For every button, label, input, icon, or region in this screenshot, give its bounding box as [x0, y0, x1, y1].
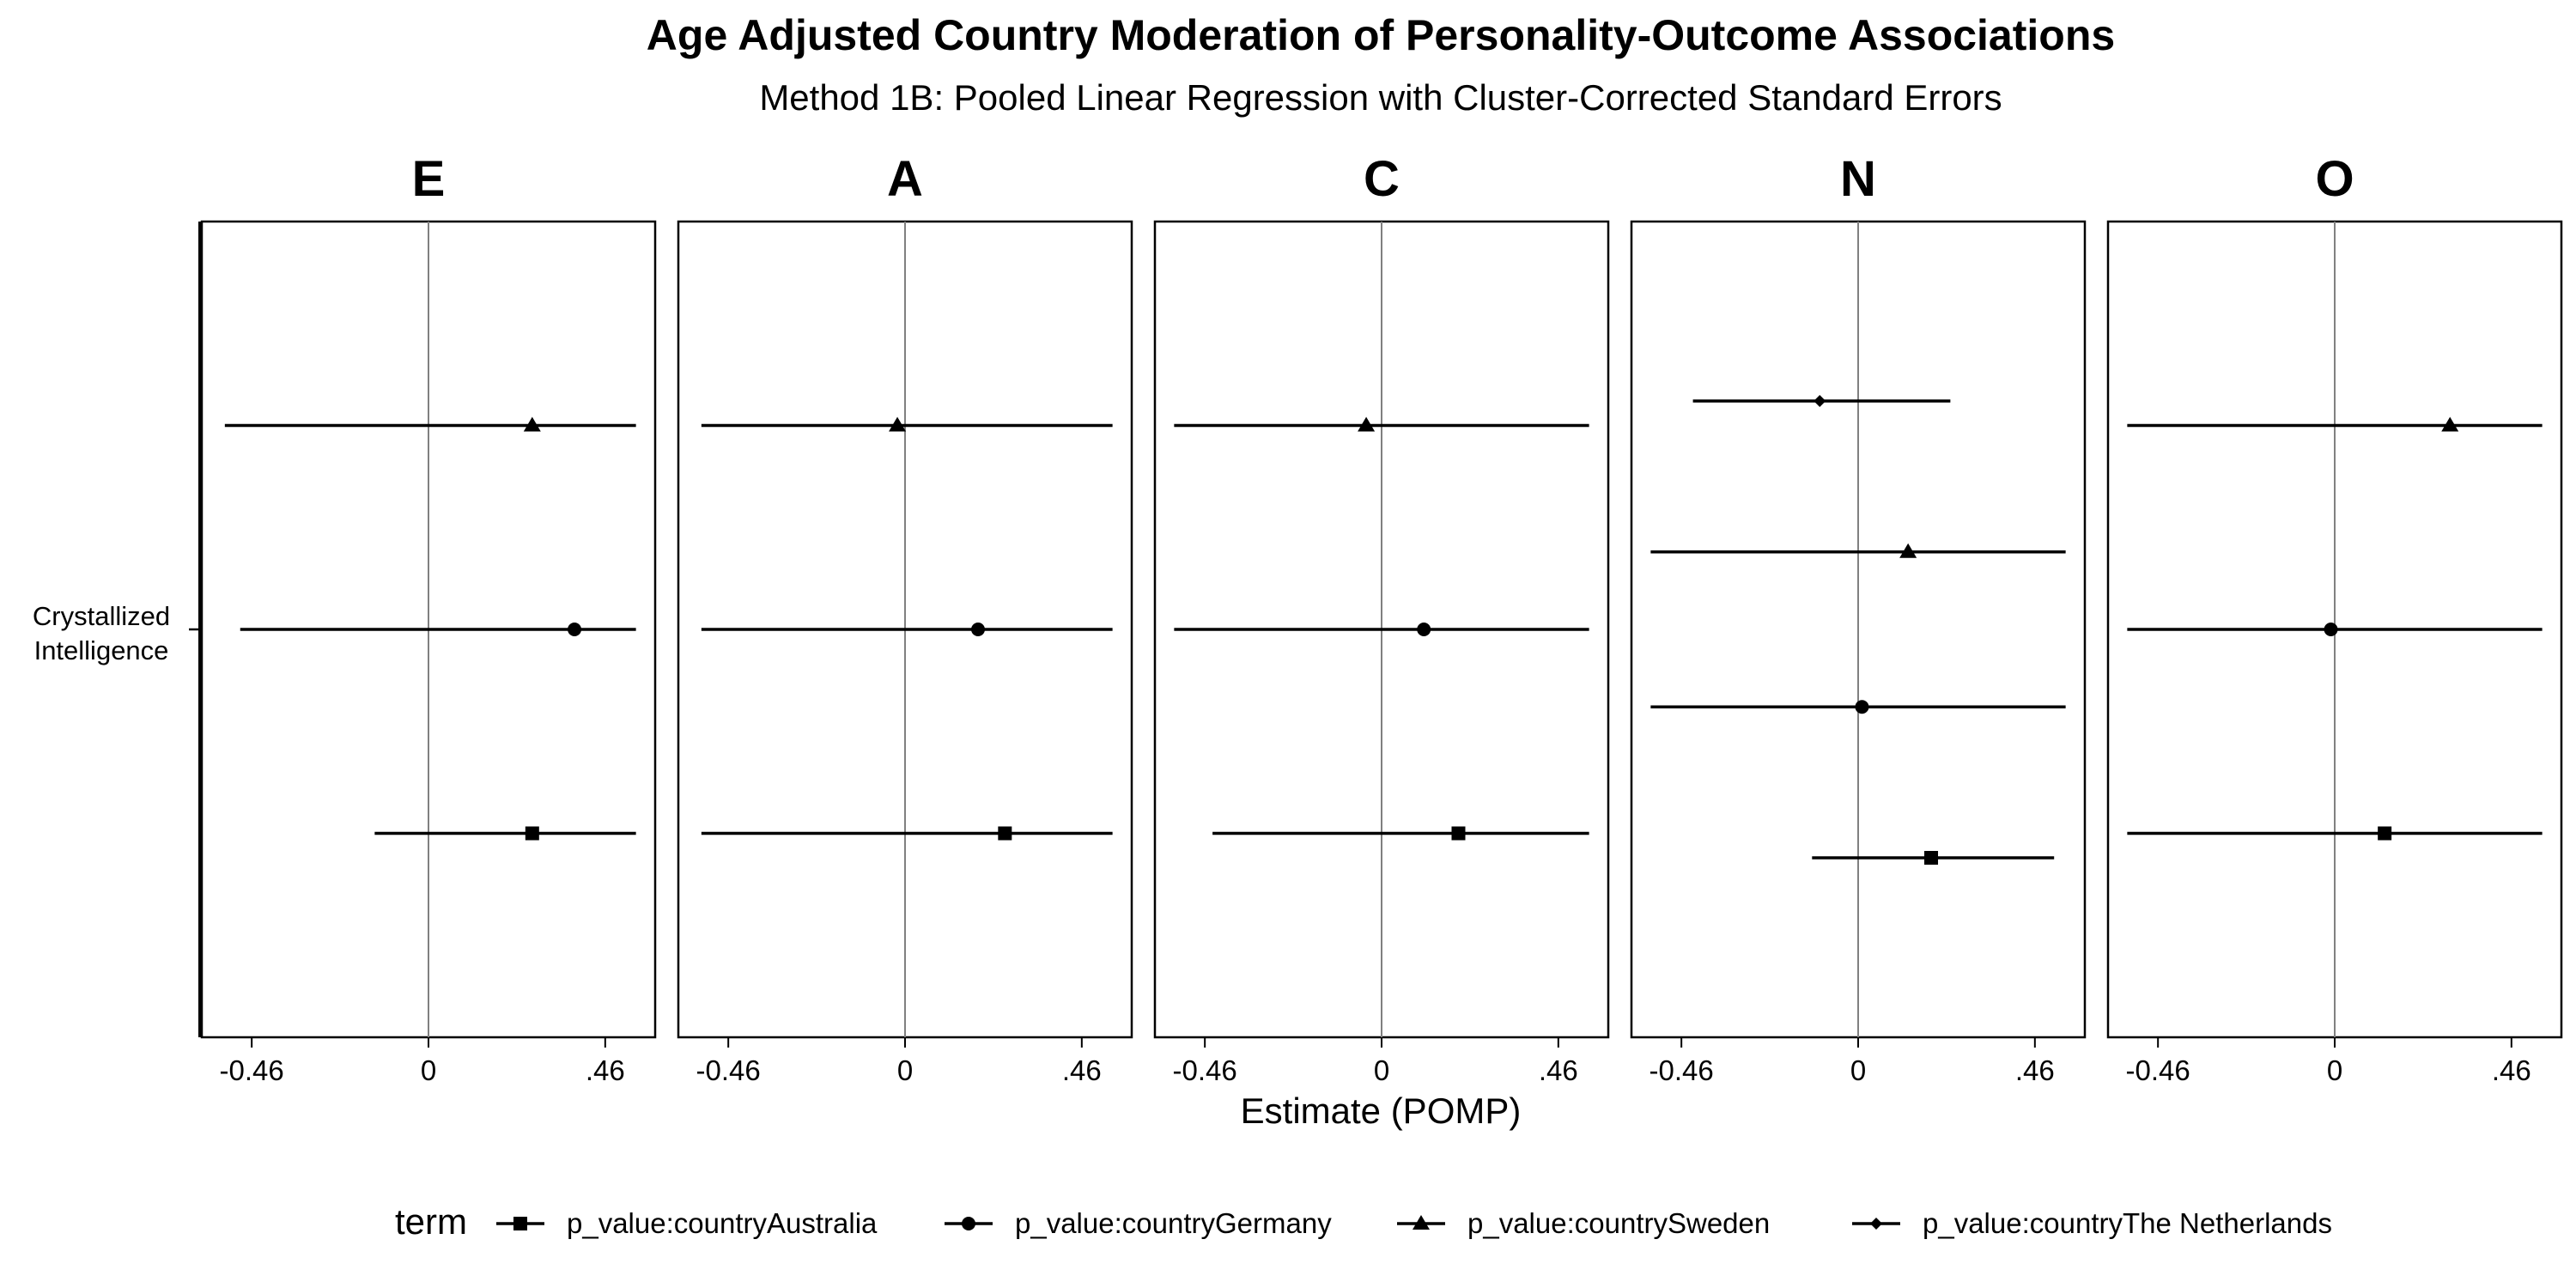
- y-category-label-line1: Crystallized: [33, 601, 170, 631]
- legend-title: term: [395, 1201, 467, 1242]
- estimate-sweden-point: [1358, 416, 1376, 432]
- facet-strip-label: N: [1840, 151, 1876, 207]
- legend-item-label: p_value:countryGermany: [1015, 1207, 1332, 1239]
- legend: term p_value:countryAustralia p_value:cou…: [395, 1201, 2332, 1242]
- facet-panel-a: A -0.46 0 .46: [677, 151, 1133, 1086]
- estimate-sweden-point: [2441, 416, 2459, 432]
- x-tick-label: .46: [1539, 1054, 1578, 1086]
- legend-triangle-marker: [1413, 1215, 1430, 1230]
- facet-strip-label: A: [887, 151, 923, 207]
- legend-circle-marker: [962, 1217, 975, 1230]
- x-tick-label: 0: [1850, 1054, 1866, 1086]
- facet-strip-label: O: [2315, 151, 2354, 207]
- x-tick-label: -0.46: [696, 1054, 761, 1086]
- x-tick-label: -0.46: [220, 1054, 284, 1086]
- estimate-germany-point: [1855, 700, 1869, 714]
- chart-title: Age Adjusted Country Moderation of Perso…: [647, 11, 2115, 59]
- estimate-australia-point: [1451, 826, 1466, 841]
- facet-panel-o: O -0.46 0 .46: [2106, 151, 2563, 1086]
- estimate-the-netherlands-point: [1814, 395, 1826, 407]
- chart-subtitle: Method 1B: Pooled Linear Regression with…: [759, 77, 2002, 118]
- estimate-sweden-point: [889, 416, 907, 432]
- legend-item-label: p_value:countrySweden: [1467, 1207, 1770, 1239]
- legend-item-label: p_value:countryThe Netherlands: [1923, 1207, 2332, 1239]
- estimate-australia-point: [1924, 851, 1939, 865]
- estimate-germany-point: [1417, 623, 1431, 636]
- x-tick-label: 0: [2327, 1054, 2342, 1086]
- legend-square-marker: [513, 1217, 527, 1230]
- legend-item-australia: p_value:countryAustralia: [496, 1207, 878, 1239]
- y-category-label-line2: Intelligence: [34, 635, 169, 665]
- x-tick-label: -0.46: [1649, 1054, 1714, 1086]
- x-tick-label: .46: [2492, 1054, 2531, 1086]
- estimate-germany-point: [971, 623, 986, 636]
- facet-strip-label: E: [412, 151, 446, 207]
- facet-panels: E -0.46 0 .46 A -0.46 0 .46 C -0.46 0 .46 N -0.46 0 .46…: [189, 151, 2563, 1086]
- estimate-sweden-point: [1899, 543, 1917, 558]
- x-tick-label: .46: [586, 1054, 625, 1086]
- facet-panel-e: E -0.46 0 .46: [200, 151, 657, 1086]
- facet-panel-c: C -0.46 0 .46: [1153, 151, 1610, 1086]
- facet-panel-n: N -0.46 0 .46: [1630, 151, 2087, 1086]
- estimate-germany-point: [2324, 623, 2338, 636]
- x-tick-label: 0: [1374, 1054, 1389, 1086]
- legend-item-sweden: p_value:countrySweden: [1397, 1207, 1770, 1239]
- estimate-australia-point: [525, 826, 539, 841]
- x-axis-label: Estimate (POMP): [1241, 1091, 1522, 1131]
- estimate-germany-point: [568, 623, 582, 636]
- x-tick-label: 0: [421, 1054, 436, 1086]
- x-tick-label: -0.46: [2126, 1054, 2190, 1086]
- estimate-australia-point: [2378, 826, 2392, 841]
- legend-item-germany: p_value:countryGermany: [945, 1207, 1332, 1239]
- x-tick-label: -0.46: [1173, 1054, 1237, 1086]
- x-tick-label: .46: [2015, 1054, 2055, 1086]
- estimate-sweden-point: [523, 416, 541, 432]
- x-tick-label: .46: [1062, 1054, 1102, 1086]
- facet-strip-label: C: [1364, 151, 1400, 207]
- legend-diamond-marker: [1870, 1218, 1882, 1230]
- legend-item-the-netherlands: p_value:countryThe Netherlands: [1852, 1207, 2332, 1239]
- legend-item-label: p_value:countryAustralia: [567, 1207, 878, 1239]
- estimate-australia-point: [998, 826, 1012, 841]
- x-tick-label: 0: [897, 1054, 913, 1086]
